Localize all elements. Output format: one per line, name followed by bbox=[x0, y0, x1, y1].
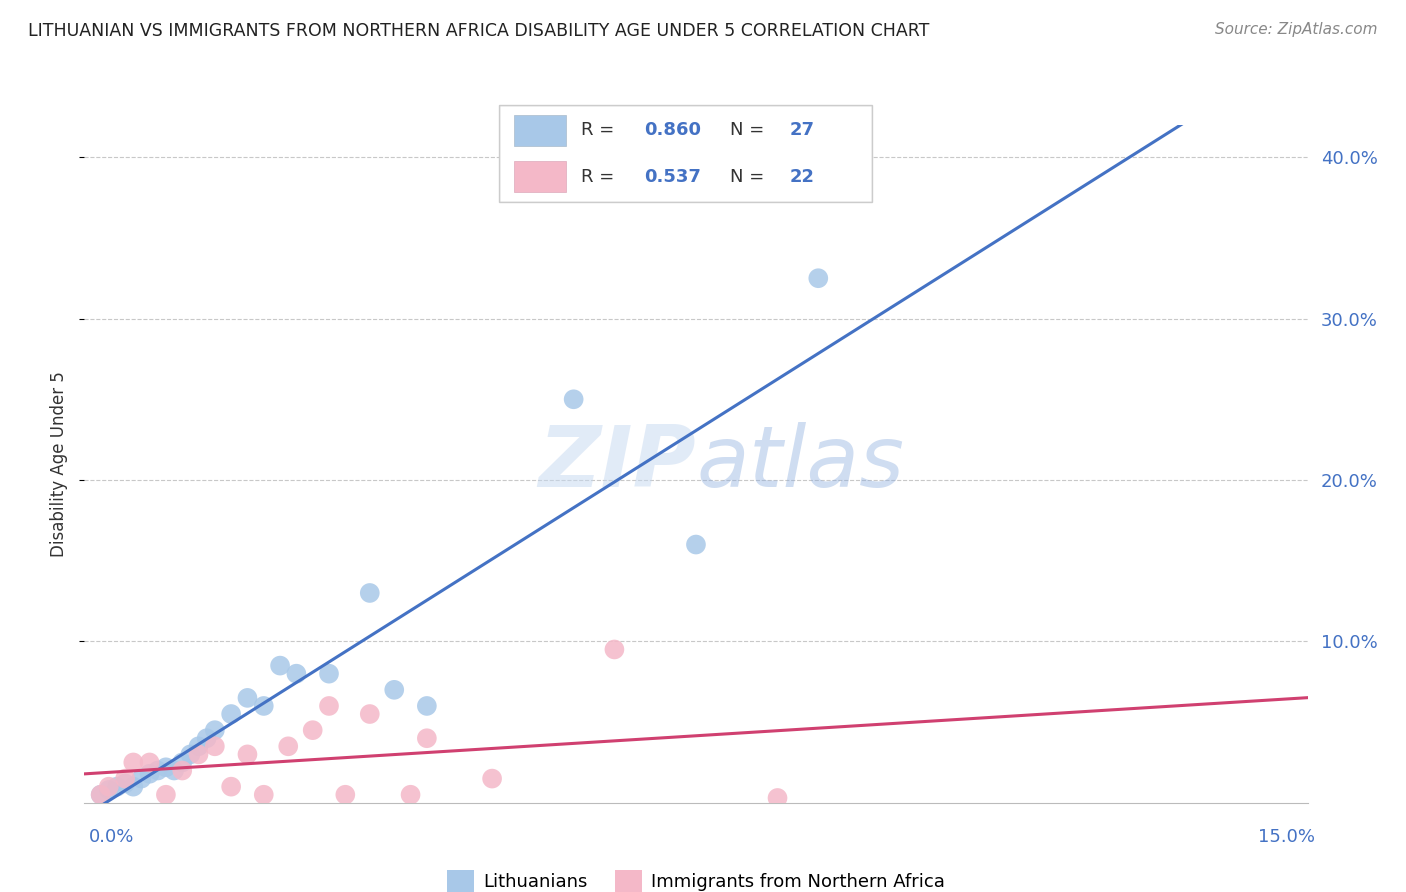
Point bbox=[253, 698, 276, 713]
Point bbox=[269, 658, 291, 673]
Point bbox=[97, 780, 120, 794]
Text: 15.0%: 15.0% bbox=[1257, 828, 1315, 846]
Text: 0.537: 0.537 bbox=[644, 168, 702, 186]
Legend: Lithuanians, Immigrants from Northern Africa: Lithuanians, Immigrants from Northern Af… bbox=[440, 863, 952, 892]
Point bbox=[301, 723, 323, 738]
Point bbox=[90, 788, 112, 802]
Point bbox=[114, 776, 136, 790]
Point bbox=[172, 756, 194, 770]
Point bbox=[318, 698, 340, 713]
Point bbox=[335, 788, 357, 802]
Point bbox=[146, 764, 169, 778]
Point bbox=[562, 392, 585, 407]
Point bbox=[179, 747, 201, 762]
Point bbox=[416, 698, 439, 713]
Text: 0.860: 0.860 bbox=[644, 121, 702, 139]
Text: ZIP: ZIP bbox=[538, 422, 696, 506]
Text: LITHUANIAN VS IMMIGRANTS FROM NORTHERN AFRICA DISABILITY AGE UNDER 5 CORRELATION: LITHUANIAN VS IMMIGRANTS FROM NORTHERN A… bbox=[28, 22, 929, 40]
Point bbox=[155, 788, 177, 802]
Point bbox=[359, 706, 381, 721]
Y-axis label: Disability Age Under 5: Disability Age Under 5 bbox=[51, 371, 69, 557]
Text: N =: N = bbox=[730, 168, 770, 186]
Point bbox=[285, 666, 308, 681]
Point bbox=[90, 788, 112, 802]
Point bbox=[187, 739, 209, 754]
Point bbox=[236, 690, 259, 705]
Point bbox=[131, 772, 153, 786]
Point bbox=[138, 756, 160, 770]
Point bbox=[382, 682, 405, 697]
Point bbox=[195, 731, 218, 746]
Point bbox=[481, 772, 503, 786]
Text: R =: R = bbox=[581, 168, 620, 186]
Point bbox=[399, 788, 422, 802]
Point bbox=[236, 747, 259, 762]
Point bbox=[416, 731, 439, 746]
Point bbox=[114, 772, 136, 786]
Text: N =: N = bbox=[730, 121, 770, 139]
Text: Source: ZipAtlas.com: Source: ZipAtlas.com bbox=[1215, 22, 1378, 37]
Point bbox=[603, 642, 626, 657]
Point bbox=[277, 739, 299, 754]
Text: 22: 22 bbox=[790, 168, 814, 186]
Point bbox=[219, 706, 242, 721]
Point bbox=[219, 780, 242, 794]
Text: R =: R = bbox=[581, 121, 620, 139]
Point bbox=[122, 756, 145, 770]
Text: 0.0%: 0.0% bbox=[89, 828, 134, 846]
Point bbox=[187, 747, 209, 762]
Bar bbox=[515, 161, 567, 192]
Point bbox=[138, 766, 160, 780]
Point bbox=[318, 666, 340, 681]
Bar bbox=[515, 115, 567, 145]
Point bbox=[155, 760, 177, 774]
Point bbox=[204, 723, 226, 738]
Point bbox=[97, 783, 120, 797]
Point bbox=[807, 271, 830, 285]
Point bbox=[172, 764, 194, 778]
Point bbox=[122, 780, 145, 794]
Point bbox=[253, 788, 276, 802]
Text: 27: 27 bbox=[790, 121, 814, 139]
Point bbox=[685, 537, 707, 551]
Text: atlas: atlas bbox=[696, 422, 904, 506]
Point bbox=[204, 739, 226, 754]
Point bbox=[163, 764, 186, 778]
Point bbox=[105, 780, 128, 794]
Point bbox=[359, 586, 381, 600]
Point bbox=[766, 791, 789, 805]
